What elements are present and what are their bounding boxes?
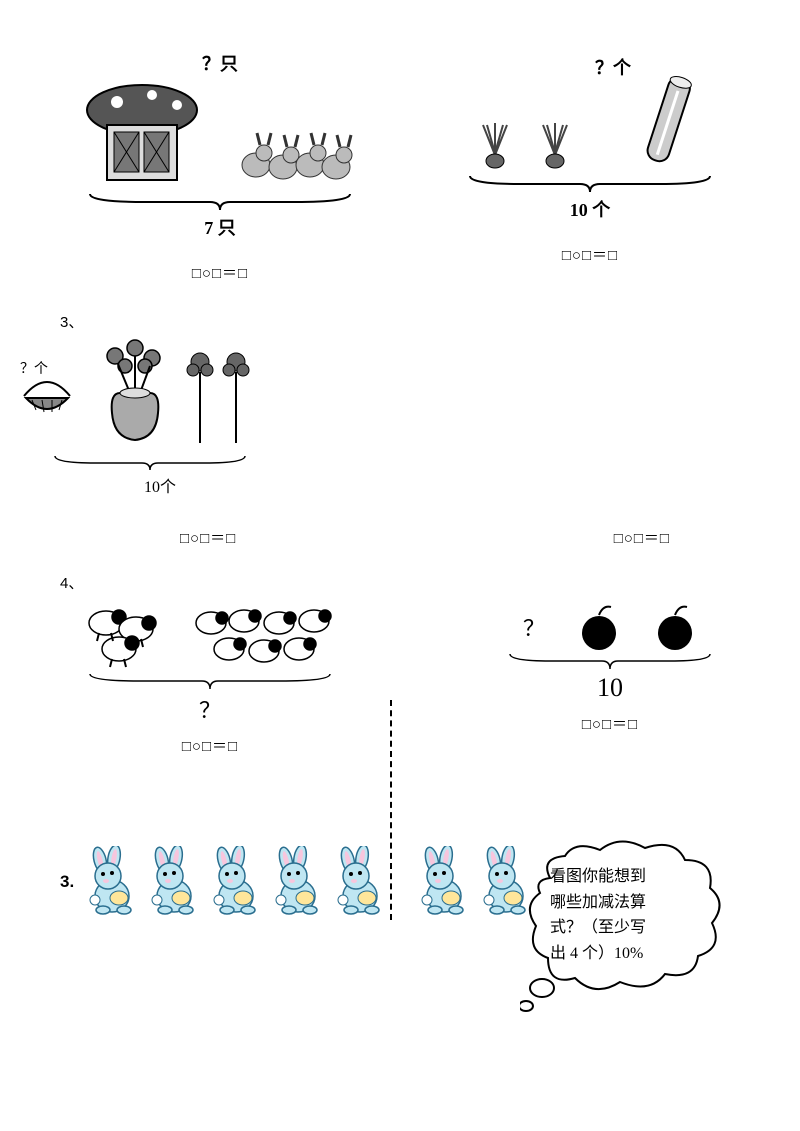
thought-bubble: 看图你能想到 哪些加减法算 式？（至少写 出 4 个）10% bbox=[540, 856, 710, 966]
shuttlecock-icon bbox=[475, 117, 515, 172]
basket-icon bbox=[22, 376, 72, 426]
brace-icon bbox=[505, 651, 715, 673]
worksheet-page: ？只 bbox=[0, 0, 800, 1131]
equation-blank: □○□＝□ bbox=[192, 262, 248, 283]
q4: 4、 bbox=[60, 572, 740, 756]
equation-blank: □○□＝□ bbox=[182, 735, 238, 756]
sheep-group-small bbox=[81, 601, 171, 671]
mushroom-house bbox=[82, 80, 232, 190]
rabbits-right bbox=[418, 846, 538, 918]
bubble-text-line: 式？（至少写 bbox=[550, 915, 706, 941]
bubble-text-line: 出 4 个）10% bbox=[550, 941, 706, 967]
equation-blank: □○□＝□ bbox=[562, 244, 618, 265]
equation-blank: □○□＝□ bbox=[582, 713, 638, 734]
bomb-icon bbox=[653, 601, 697, 651]
top-left-problem: ？只 bbox=[60, 50, 380, 283]
equation-blank: □○□＝□ bbox=[180, 527, 236, 548]
q3: 3、 ？个 bbox=[60, 311, 740, 548]
bubble-text-line: 哪些加减法算 bbox=[550, 890, 706, 916]
bomb-icon bbox=[577, 601, 621, 651]
q3-equations: □○□＝□ □○□＝□ bbox=[60, 527, 740, 548]
brace-icon bbox=[465, 172, 715, 196]
house-illustration bbox=[82, 80, 358, 190]
rabbit-icon bbox=[334, 846, 392, 918]
rabbits-group bbox=[238, 115, 358, 190]
total-label: 7 只 bbox=[204, 214, 236, 240]
rabbit-icon bbox=[418, 846, 476, 918]
flower-stick-icon bbox=[184, 348, 216, 448]
q4-right: ？ bbox=[480, 601, 740, 734]
brace-icon bbox=[85, 671, 335, 693]
q3-label: 3、 bbox=[60, 311, 740, 332]
dashed-divider bbox=[390, 700, 392, 920]
q-label: ？只 bbox=[202, 50, 238, 76]
q3b-label: 3. bbox=[60, 872, 74, 892]
rabbit-icon bbox=[480, 846, 538, 918]
q3-total: 10个 bbox=[60, 473, 260, 497]
total-label: 10 个 bbox=[570, 196, 611, 222]
q4-left: ？ □○□＝□ bbox=[60, 601, 360, 756]
vase-icon bbox=[90, 338, 180, 448]
q4-left-unknown: ？ bbox=[199, 693, 221, 725]
q4-right-total: 10 bbox=[597, 673, 623, 703]
rabbit-icon bbox=[86, 846, 144, 918]
bubble-text-line: 看图你能想到 bbox=[550, 864, 706, 890]
rabbits-left bbox=[86, 846, 392, 918]
q4-right-unknown: ？ bbox=[523, 611, 545, 651]
top-right-problem: ？个 10 个 □○□＝□ bbox=[440, 50, 740, 283]
vase-illustration: ？个 bbox=[60, 338, 300, 497]
rabbit-icon bbox=[272, 846, 330, 918]
equation-blank: □○□＝□ bbox=[614, 527, 670, 548]
sheep-group-large bbox=[189, 601, 339, 671]
brace-icon bbox=[50, 453, 250, 473]
shuttlecock-icon bbox=[535, 117, 575, 172]
q-label: ？个 bbox=[595, 54, 631, 80]
tube-icon bbox=[635, 72, 705, 172]
flower-stick-icon bbox=[220, 348, 252, 448]
row-top: ？只 bbox=[60, 50, 740, 283]
rabbit-icon bbox=[210, 846, 268, 918]
q3-question-label: ？个 bbox=[20, 358, 48, 378]
rabbit-icon bbox=[148, 846, 206, 918]
q4-label: 4、 bbox=[60, 572, 740, 593]
brace-icon bbox=[85, 190, 355, 214]
shuttle-illustration: ？个 bbox=[475, 72, 705, 172]
